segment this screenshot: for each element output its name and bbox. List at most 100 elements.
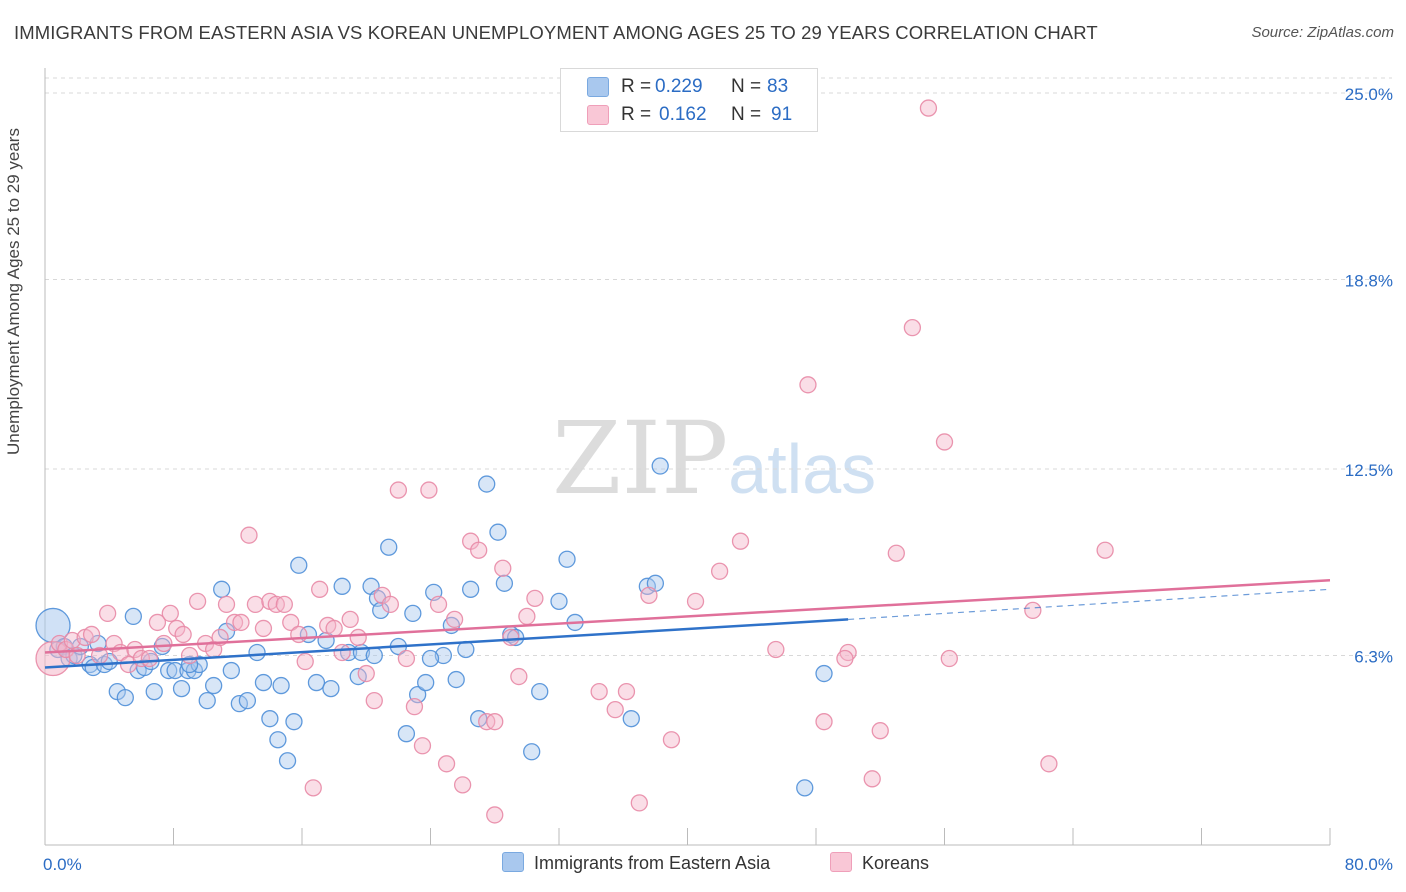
legend-r-value: 0.229: [655, 76, 703, 97]
korean-point: [246, 595, 265, 614]
korean-point: [341, 610, 359, 629]
korean-point: [836, 649, 854, 668]
eastern-asia-point: [248, 643, 266, 662]
eastern-asia-point: [269, 731, 287, 749]
korean-point: [225, 613, 244, 632]
korean-point: [940, 649, 958, 668]
korean-point: [389, 481, 408, 499]
korean-point: [296, 652, 314, 671]
x-tick-label: 80.0%: [1345, 855, 1393, 874]
korean-point: [617, 682, 636, 701]
korean-point: [413, 737, 432, 755]
korean-point: [590, 682, 608, 701]
legend-swatch-blue: [502, 852, 524, 872]
eastern-asia-point: [651, 457, 669, 475]
watermark: ZIPatlas: [552, 400, 876, 517]
stats-legend: R = 0.229 N = 83 R = 0.162 N = 91: [560, 68, 818, 132]
korean-point: [815, 713, 833, 731]
legend-item-eastern-asia: Immigrants from Eastern Asia: [502, 852, 770, 874]
korean-point: [148, 613, 167, 632]
eastern-asia-point: [198, 691, 216, 710]
korean-point: [526, 589, 544, 608]
legend-swatch-pink: [830, 852, 852, 872]
korean-point: [863, 770, 881, 788]
eastern-asia-point: [495, 574, 514, 592]
eastern-asia-trend-extension: [848, 588, 1331, 621]
korean-point: [518, 607, 536, 626]
legend-label: Koreans: [862, 853, 930, 873]
korean-point: [405, 697, 424, 716]
x-tick-label: 0.0%: [43, 855, 82, 874]
korean-point: [510, 667, 528, 686]
eastern-asia-point: [365, 646, 383, 665]
eastern-asia-point: [421, 649, 440, 668]
legend-swatch-pink: [587, 105, 609, 125]
korean-point: [630, 794, 648, 812]
eastern-asia-point: [160, 661, 178, 680]
legend-r-label: R =: [621, 76, 652, 97]
legend-item-koreans: Koreans: [830, 852, 929, 874]
eastern-asia-point: [489, 523, 507, 541]
eastern-asia-point: [478, 475, 496, 493]
eastern-asia-point: [531, 682, 549, 701]
korean-point: [381, 595, 399, 614]
korean-point: [919, 99, 938, 117]
chart-title: IMMIGRANTS FROM EASTERN ASIA VS KOREAN U…: [14, 22, 1098, 43]
korean-point: [502, 628, 520, 647]
legend-n-label: N =: [731, 104, 762, 125]
korean-point: [420, 481, 438, 499]
korean-point: [1096, 541, 1114, 559]
eastern-asia-trend-line: [44, 618, 849, 669]
eastern-asia-point: [254, 673, 273, 692]
eastern-asia-point: [815, 664, 833, 683]
korean-point: [935, 433, 954, 451]
legend-r-label: R =: [621, 104, 652, 125]
korean-point: [1040, 755, 1058, 773]
eastern-asia-point: [116, 688, 134, 707]
legend-swatch-blue: [587, 77, 609, 97]
eastern-asia-point: [380, 538, 398, 556]
eastern-asia-point: [166, 661, 184, 680]
korean-point: [304, 779, 322, 797]
eastern-asia-point: [434, 646, 453, 665]
korean-point: [82, 625, 101, 644]
legend-n-value: 83: [767, 76, 789, 97]
korean-point: [1024, 601, 1042, 620]
korean-point: [662, 731, 681, 749]
korean-trend-line: [44, 579, 1331, 654]
eastern-asia-point: [417, 673, 435, 692]
korean-point: [126, 640, 144, 659]
korean-point: [155, 634, 173, 653]
eastern-asia-point: [272, 676, 290, 695]
source-credit: Source: ZipAtlas.com: [1251, 24, 1394, 41]
korean-point: [799, 376, 817, 394]
korean-point: [640, 586, 658, 604]
eastern-asia-point: [145, 682, 163, 701]
korean-point: [275, 595, 293, 614]
korean-point: [282, 613, 300, 632]
eastern-asia-point: [523, 743, 541, 761]
korean-point: [349, 628, 367, 647]
korean-point: [887, 544, 905, 562]
korean-point: [731, 532, 750, 550]
y-tick-label: 12.5%: [1345, 461, 1393, 480]
korean-point: [333, 643, 351, 662]
eastern-asia-point: [447, 670, 465, 689]
eastern-asia-point: [290, 556, 308, 574]
eastern-asia-point: [222, 661, 240, 680]
eastern-asia-point: [796, 779, 814, 797]
korean-point: [140, 649, 159, 668]
korean-point: [903, 319, 922, 337]
korean-point: [240, 526, 258, 544]
eastern-asia-point: [205, 676, 223, 695]
korean-point: [397, 649, 416, 668]
eastern-asia-point: [397, 725, 416, 743]
korean-point: [217, 595, 236, 614]
eastern-asia-point: [550, 592, 568, 611]
korean-point: [606, 700, 624, 719]
korean-point: [686, 592, 705, 611]
eastern-asia-point: [261, 710, 279, 728]
korean-point: [98, 604, 117, 623]
korean-point: [325, 619, 343, 638]
watermark-zip: ZIP: [552, 400, 729, 517]
